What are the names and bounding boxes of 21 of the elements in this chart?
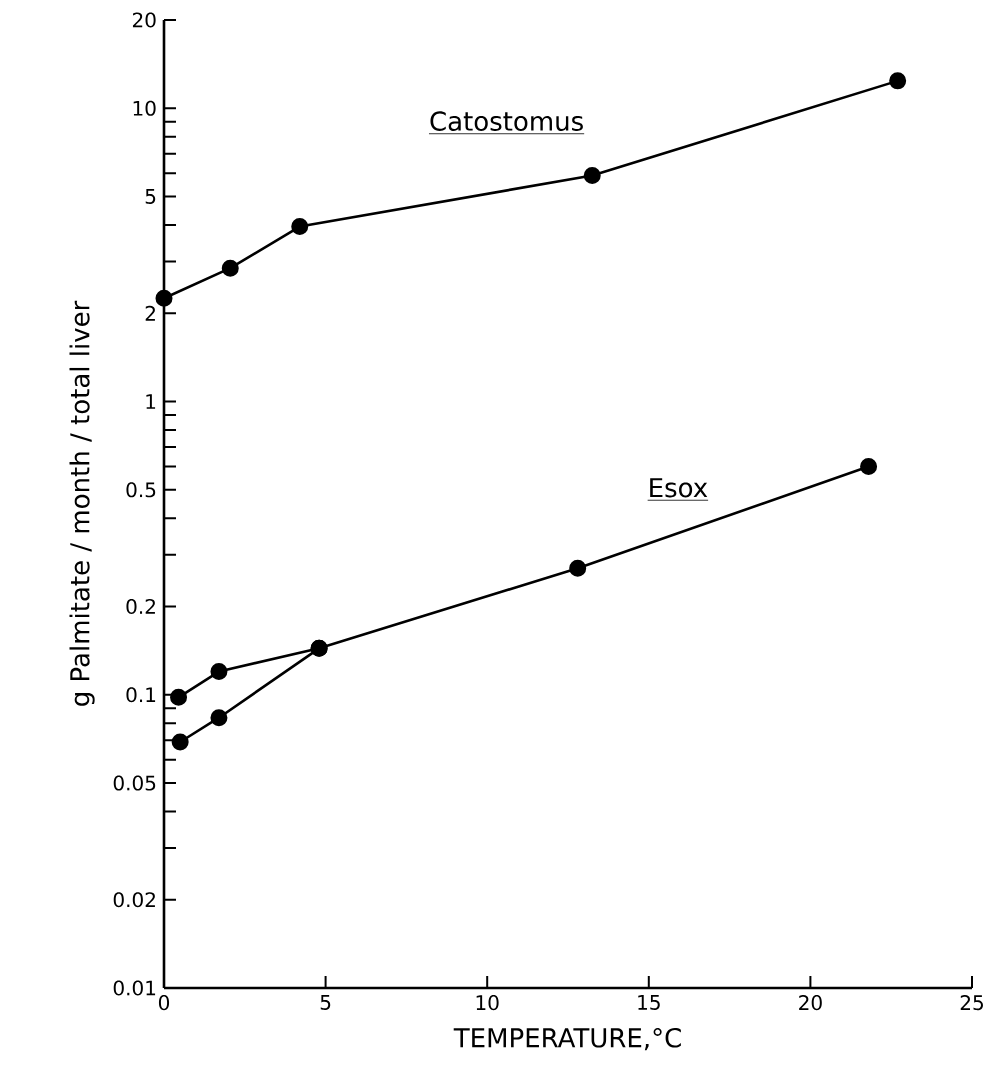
series-label: Esox	[650, 478, 708, 498]
y-tick-label: 10	[133, 100, 156, 116]
x-tick-label: 25	[960, 995, 983, 1011]
series-label: Catostomus	[430, 111, 583, 131]
y-tick-label: 0.5	[126, 482, 156, 498]
y-tick-label: 1	[146, 394, 156, 409]
y-tick-label: 0.01	[113, 980, 156, 996]
x-tick-label: 15	[638, 995, 660, 1010]
y-tick-label: 20	[132, 12, 156, 28]
y-tick-label: 5	[145, 189, 156, 204]
x-tick-label: 10	[476, 995, 499, 1011]
y-axis-title: g Palmitate / month / total liver	[69, 300, 95, 706]
y-tick-label: 2	[145, 305, 155, 321]
y-tick-label: 0.02	[113, 892, 155, 908]
x-tick-label: 0	[158, 995, 170, 1011]
x-axis-title: TEMPERATURE,°C	[453, 1027, 681, 1051]
y-tick-label: 0.05	[113, 775, 156, 791]
x-tick-label: 5	[320, 995, 331, 1010]
y-tick-label: 0.1	[126, 687, 156, 703]
y-tick-label: 0.2	[126, 598, 155, 615]
x-tick-label: 20	[799, 995, 822, 1011]
